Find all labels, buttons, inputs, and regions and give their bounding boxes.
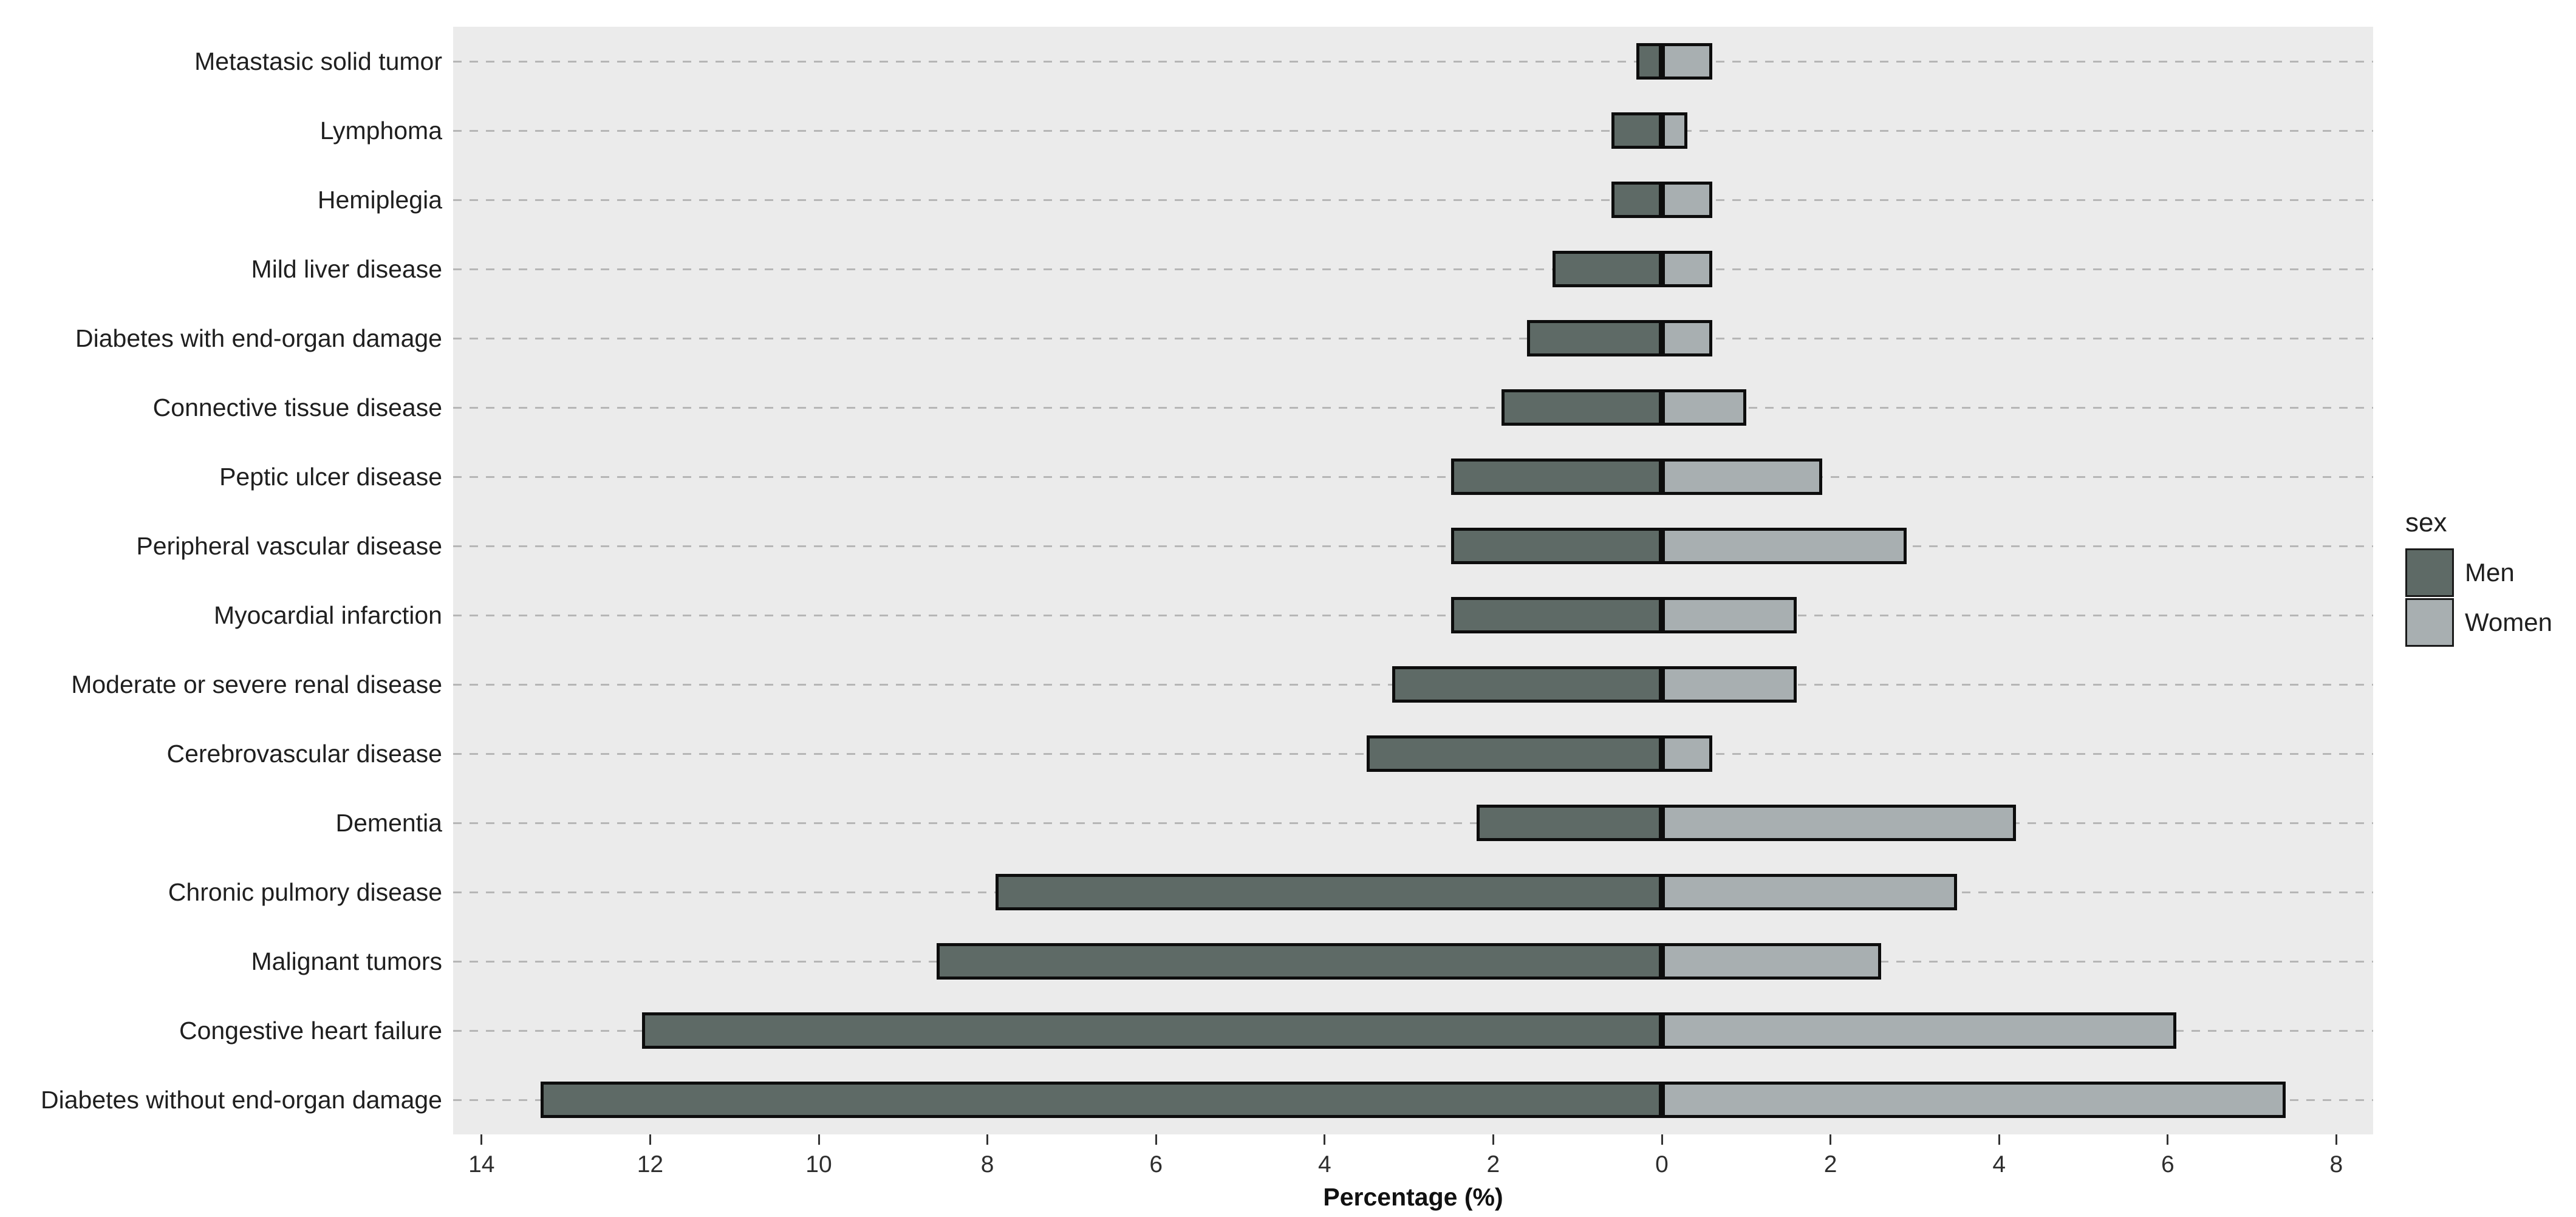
gridline	[453, 476, 2373, 478]
category-label: Connective tissue disease	[152, 393, 442, 421]
bar-men	[1552, 251, 1662, 287]
x-tick-mark	[2167, 1134, 2169, 1145]
bar-women	[1662, 182, 1713, 218]
bar-women	[1662, 389, 1746, 426]
bar-men	[1526, 320, 1662, 356]
x-tick-mark	[1324, 1134, 1326, 1145]
legend-label: Women	[2465, 608, 2552, 636]
bar-women	[1662, 1012, 2176, 1049]
x-tick-label: 0	[1655, 1151, 1669, 1178]
category-label: Hemiplegia	[317, 185, 442, 214]
bar-women	[1662, 597, 1797, 633]
gridline	[453, 60, 2373, 63]
legend-title: sex	[2405, 508, 2447, 537]
x-tick-mark	[1830, 1134, 1832, 1145]
bar-women	[1662, 943, 1881, 980]
category-label: Cerebrovascular disease	[166, 739, 442, 768]
x-tick-label: 2	[1486, 1151, 1500, 1178]
x-tick-mark	[818, 1134, 820, 1145]
x-tick-label: 4	[1992, 1151, 2006, 1178]
x-tick-label: 8	[980, 1151, 994, 1178]
category-label: Diabetes without end-organ damage	[41, 1085, 442, 1114]
legend-swatch-women	[2405, 598, 2454, 647]
category-label: Moderate or severe renal disease	[71, 670, 442, 698]
bar-men	[1611, 182, 1662, 218]
category-label: Chronic pulmory disease	[168, 878, 442, 906]
category-label: Metastasic solid tumor	[194, 47, 442, 75]
x-tick-label: 6	[1149, 1151, 1163, 1178]
category-label: Peptic ulcer disease	[219, 462, 442, 491]
gridline	[453, 129, 2373, 132]
bar-men	[1451, 528, 1662, 564]
x-tick-mark	[649, 1134, 651, 1145]
gridline	[453, 268, 2373, 270]
bar-women	[1662, 251, 1713, 287]
gridline	[453, 614, 2373, 616]
bar-men	[1636, 43, 1662, 80]
bar-men	[937, 943, 1662, 980]
category-label: Congestive heart failure	[179, 1016, 442, 1045]
bar-men	[996, 874, 1662, 910]
x-tick-label: 2	[1823, 1151, 1837, 1178]
x-tick-mark	[986, 1134, 989, 1145]
bar-men	[1611, 112, 1662, 149]
x-tick-mark	[2335, 1134, 2337, 1145]
category-label: Lymphoma	[319, 116, 442, 145]
bar-men	[1451, 597, 1662, 633]
category-label: Mild liver disease	[251, 254, 442, 283]
bar-women	[1662, 43, 1713, 80]
x-tick-mark	[1998, 1134, 2000, 1145]
bar-women	[1662, 1082, 2286, 1118]
x-tick-mark	[480, 1134, 483, 1145]
x-tick-label: 14	[468, 1151, 495, 1178]
bar-men	[641, 1012, 1662, 1049]
bar-men	[1392, 666, 1662, 703]
x-tick-mark	[1155, 1134, 1157, 1145]
bar-women	[1662, 320, 1713, 356]
gridline	[453, 545, 2373, 547]
bar-men	[1367, 735, 1662, 772]
bar-women	[1662, 459, 1822, 495]
bar-men	[540, 1082, 1662, 1118]
x-tick-label: 4	[1317, 1151, 1331, 1178]
x-tick-label: 6	[2161, 1151, 2175, 1178]
legend-label: Men	[2465, 558, 2515, 587]
x-tick-label: 12	[637, 1151, 664, 1178]
bar-women	[1662, 735, 1713, 772]
legend-swatch-men	[2405, 548, 2454, 597]
bar-men	[1451, 459, 1662, 495]
category-label: Dementia	[335, 808, 442, 837]
gridline	[453, 337, 2373, 339]
bar-women	[1662, 528, 1907, 564]
x-tick-label: 10	[805, 1151, 832, 1178]
category-label: Malignant tumors	[251, 947, 442, 975]
gridline	[453, 406, 2373, 409]
category-label: Diabetes with end-organ damage	[75, 324, 442, 352]
bar-men	[1476, 805, 1662, 841]
x-tick-mark	[1661, 1134, 1663, 1145]
gridline	[453, 822, 2373, 824]
bar-women	[1662, 805, 2016, 841]
bar-men	[1502, 389, 1662, 426]
category-label: Myocardial infarction	[214, 601, 442, 629]
category-label: Peripheral vascular disease	[136, 531, 442, 560]
x-tick-mark	[1492, 1134, 1494, 1145]
x-tick-label: 8	[2329, 1151, 2343, 1178]
bar-women	[1662, 666, 1797, 703]
gridline	[453, 199, 2373, 201]
bar-women	[1662, 874, 1957, 910]
bar-women	[1662, 112, 1687, 149]
x-axis-title: Percentage (%)	[1323, 1183, 1503, 1211]
